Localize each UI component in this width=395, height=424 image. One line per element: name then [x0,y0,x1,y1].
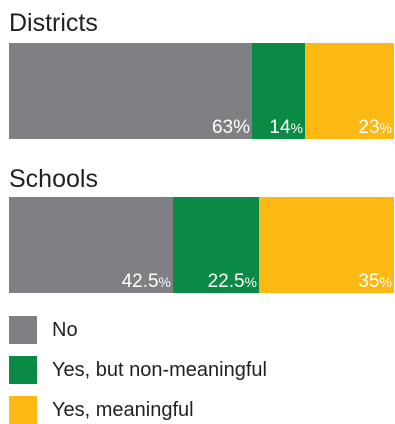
data-label-percent-sign: % [290,120,303,136]
legend-label-yes-meaningful: Yes, meaningful [52,399,194,421]
data-label-value: 23 [358,117,380,138]
stacked-bar-districts: 63% 14% 23% [9,43,394,139]
bar-segment-schools-yes-but-non-meaningful: 22.5% [173,197,259,293]
data-label-districts-yes-meaningful: 23% [358,117,392,139]
bar-segment-schools-yes-meaningful: 35% [259,197,394,293]
data-label-value: 63 [211,117,234,138]
data-label-districts-no: 63% [212,117,250,139]
data-label-value: 22.5 [207,271,245,292]
bar-segment-schools-no: 42.5% [9,197,173,293]
data-label-value: 14 [269,117,291,138]
data-label-percent-sign: % [379,274,392,290]
data-label-schools-yes-meaningful: 35% [358,271,392,293]
data-label-percent-sign: % [379,120,392,136]
group-title-districts: Districts [9,9,98,37]
data-label-schools-yes-but-non-meaningful: 22.5% [208,271,257,293]
bar-segment-districts-no: 63% [9,43,252,139]
bar-segment-districts-yes-meaningful: 23% [305,43,394,139]
legend-label-yes-non-meaningful: Yes, but non-meaningful [52,359,267,381]
data-label-value: 35 [358,271,380,292]
legend-swatch-yes-non-meaningful [9,356,37,384]
group-title-schools: Schools [9,165,98,193]
data-label-percent-sign: % [158,274,171,290]
data-label-value: 42.5 [121,271,159,292]
data-label-districts-yes-but-non-meaningful: 14% [269,117,303,139]
data-label-percent-sign: % [233,117,250,138]
legend-label-no: No [52,319,78,341]
stacked-bar-schools: 42.5% 22.5% 35% [9,197,394,293]
bar-segment-districts-yes-but-non-meaningful: 14% [252,43,305,139]
data-label-percent-sign: % [244,274,257,290]
legend-swatch-yes-meaningful [9,396,37,424]
data-label-schools-no: 42.5% [122,271,171,293]
legend-swatch-no [9,316,37,344]
